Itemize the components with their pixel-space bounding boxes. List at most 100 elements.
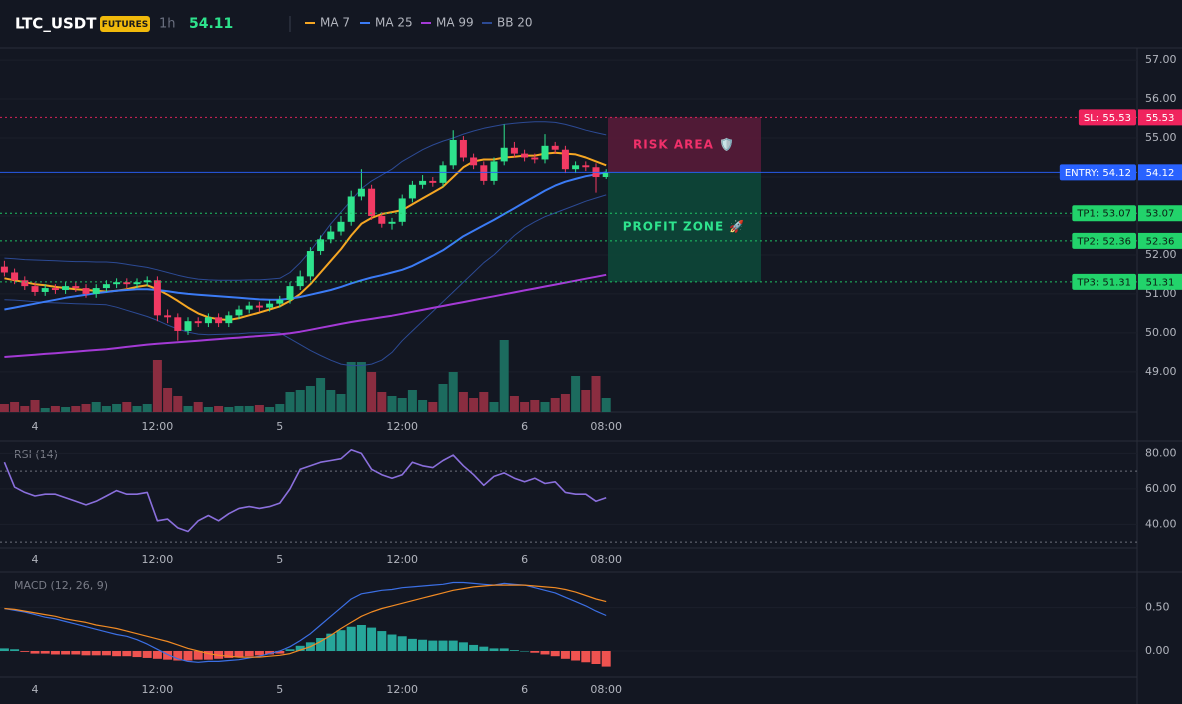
volume-bar xyxy=(20,406,30,412)
volume-bar xyxy=(520,402,530,412)
volume-bar xyxy=(377,392,387,412)
candle-body xyxy=(255,305,263,308)
volume-bar xyxy=(601,398,611,412)
macd-title: MACD (12, 26, 9) xyxy=(14,579,108,592)
rsi-title: RSI (14) xyxy=(14,448,58,461)
candle-body xyxy=(276,299,284,304)
volume-bar xyxy=(142,404,152,412)
candle-body xyxy=(0,266,8,273)
macd-histogram xyxy=(326,633,336,651)
volume-bar xyxy=(91,402,101,412)
volume-bar xyxy=(295,390,305,412)
candle-body xyxy=(102,284,110,289)
volume-bar xyxy=(152,360,162,412)
x-tick-label: 6 xyxy=(521,553,528,566)
volume-bar xyxy=(346,362,356,412)
candle-body xyxy=(398,198,406,222)
macd-line xyxy=(4,584,607,658)
candle-body xyxy=(531,157,539,160)
macd-histogram xyxy=(387,634,397,651)
volume-bar xyxy=(560,394,570,412)
volume-bar xyxy=(203,407,213,412)
macd-histogram xyxy=(520,651,530,652)
candle-body xyxy=(41,288,49,292)
candle-body xyxy=(317,239,325,252)
volume-bar xyxy=(0,404,9,412)
x-tick-label: 4 xyxy=(32,683,39,696)
candle-body xyxy=(286,286,294,300)
last-price: 54.11 xyxy=(189,16,233,32)
macd-histogram xyxy=(499,648,509,651)
macd-histogram xyxy=(591,651,601,664)
level-axis-bg xyxy=(1138,232,1182,249)
macd-histogram xyxy=(407,638,417,651)
candle-body xyxy=(72,286,80,289)
volume-bar xyxy=(367,372,377,412)
candle-body xyxy=(21,280,29,287)
candle-body xyxy=(194,321,202,324)
candle-body xyxy=(419,180,427,185)
macd-line xyxy=(4,581,607,663)
candle-body xyxy=(113,282,121,285)
macd-histogram xyxy=(295,645,305,651)
macd-histogram xyxy=(91,651,101,656)
level-tag-label: TP1: 53.07 xyxy=(1076,209,1131,220)
candle-body xyxy=(551,145,559,150)
volume-bar xyxy=(193,402,203,412)
interval: 1h xyxy=(159,17,176,32)
macd-histogram xyxy=(448,640,458,651)
candle-body xyxy=(449,139,457,166)
macd-histogram xyxy=(265,651,275,655)
volume-bar xyxy=(50,406,60,412)
volume-bar xyxy=(316,378,326,412)
macd-histogram xyxy=(509,650,519,651)
x-tick-label: 6 xyxy=(521,420,528,433)
x-tick-label: 12:00 xyxy=(142,683,174,696)
candle-body xyxy=(51,288,59,291)
macd-histogram xyxy=(438,640,448,651)
macd-histogram xyxy=(356,625,366,651)
macd-histogram xyxy=(163,651,173,660)
level-axis-label: 51.31 xyxy=(1146,277,1175,288)
x-tick-label: 4 xyxy=(32,553,39,566)
volume-bar xyxy=(550,398,560,412)
level-axis-label: 55.53 xyxy=(1146,113,1175,124)
y-tick-label: 57.00 xyxy=(1145,53,1177,66)
macd-histogram xyxy=(50,651,60,655)
macd-histogram xyxy=(469,644,479,651)
macd-histogram xyxy=(346,626,356,651)
candle-body xyxy=(82,288,90,294)
candle-body xyxy=(368,188,376,216)
macd-histogram xyxy=(10,649,20,651)
level-axis-bg xyxy=(1138,109,1182,126)
candle-body xyxy=(408,184,416,199)
volume-bar xyxy=(81,404,91,412)
macd-histogram xyxy=(152,651,162,659)
macd-histogram xyxy=(601,651,611,667)
macd-histogram xyxy=(183,651,193,661)
level-tag-label: ENTRY: 54.12 xyxy=(1065,168,1131,179)
macd-histogram xyxy=(367,627,377,651)
candle-body xyxy=(439,165,447,183)
volume-bar xyxy=(183,406,193,412)
candle-body xyxy=(510,147,518,154)
macd-histogram xyxy=(560,651,570,659)
level-tag: SL: 55.53 xyxy=(1078,109,1136,126)
volume-bar xyxy=(40,408,50,412)
y-tick-label: 51.00 xyxy=(1145,287,1177,300)
macd-histogram xyxy=(71,651,81,655)
volume-bar xyxy=(244,406,254,412)
ma-line xyxy=(4,273,607,358)
x-tick-label: 08:00 xyxy=(590,553,622,566)
legend-label: MA 25 xyxy=(375,16,413,30)
macd-histogram xyxy=(275,651,285,654)
legend-label: MA 99 xyxy=(436,16,474,30)
level-tag: TP1: 53.07 xyxy=(1072,205,1136,222)
candle-body xyxy=(378,215,386,224)
badge-bg xyxy=(100,16,150,32)
candle-body xyxy=(459,139,467,158)
macd-histogram xyxy=(428,640,438,651)
macd-histogram xyxy=(530,651,540,653)
candle-body xyxy=(357,188,365,197)
